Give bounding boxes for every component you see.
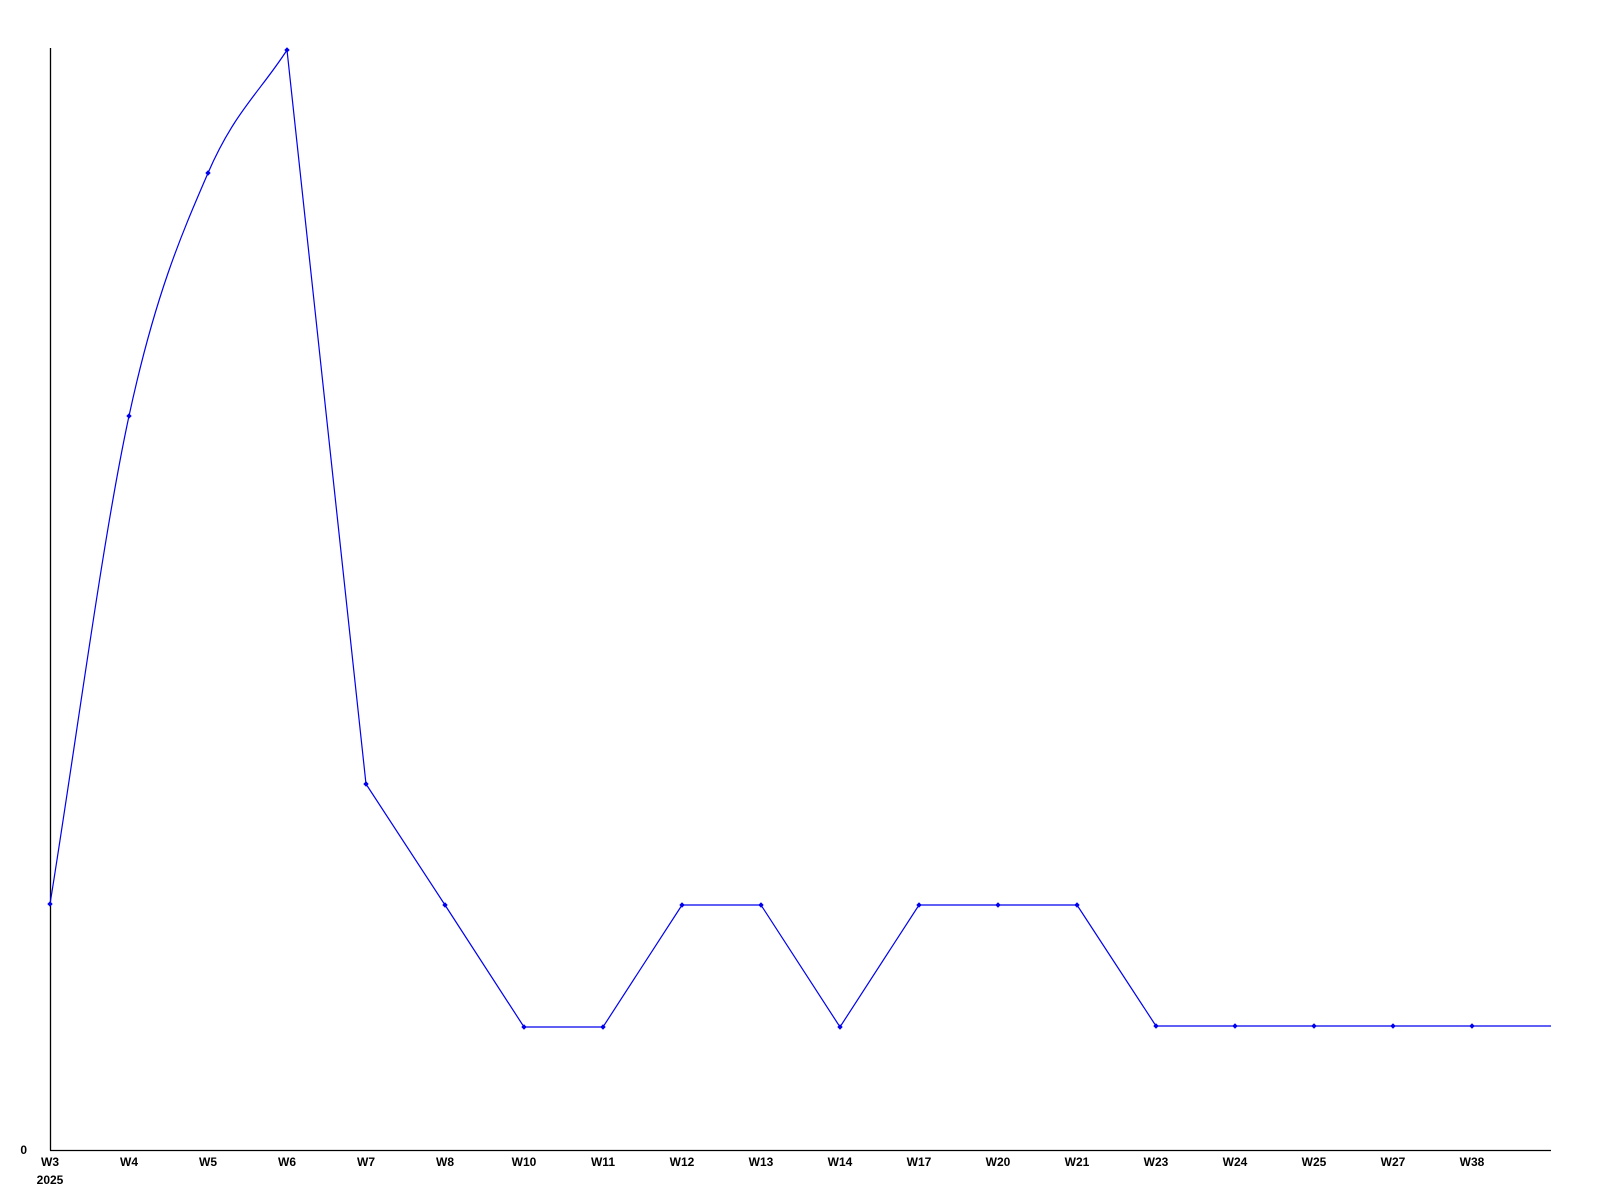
svg-text:W7: W7 (357, 1155, 375, 1169)
svg-text:W6: W6 (278, 1155, 296, 1169)
svg-text:W38: W38 (1460, 1155, 1485, 1169)
svg-text:W14: W14 (828, 1155, 853, 1169)
svg-text:W10: W10 (512, 1155, 537, 1169)
svg-text:W4: W4 (120, 1155, 138, 1169)
svg-text:W21: W21 (1065, 1155, 1090, 1169)
svg-text:W27: W27 (1381, 1155, 1406, 1169)
svg-text:W13: W13 (749, 1155, 774, 1169)
svg-text:W17: W17 (907, 1155, 932, 1169)
svg-text:W24: W24 (1223, 1155, 1248, 1169)
svg-text:W25: W25 (1302, 1155, 1327, 1169)
svg-text:W23: W23 (1144, 1155, 1169, 1169)
svg-text:W8: W8 (436, 1155, 454, 1169)
svg-text:W12: W12 (670, 1155, 695, 1169)
svg-text:2025: 2025 (37, 1173, 64, 1187)
svg-text:W20: W20 (986, 1155, 1011, 1169)
svg-text:W5: W5 (199, 1155, 217, 1169)
svg-text:W3: W3 (41, 1155, 59, 1169)
svg-text:0: 0 (20, 1143, 27, 1157)
svg-text:W11: W11 (591, 1155, 615, 1169)
